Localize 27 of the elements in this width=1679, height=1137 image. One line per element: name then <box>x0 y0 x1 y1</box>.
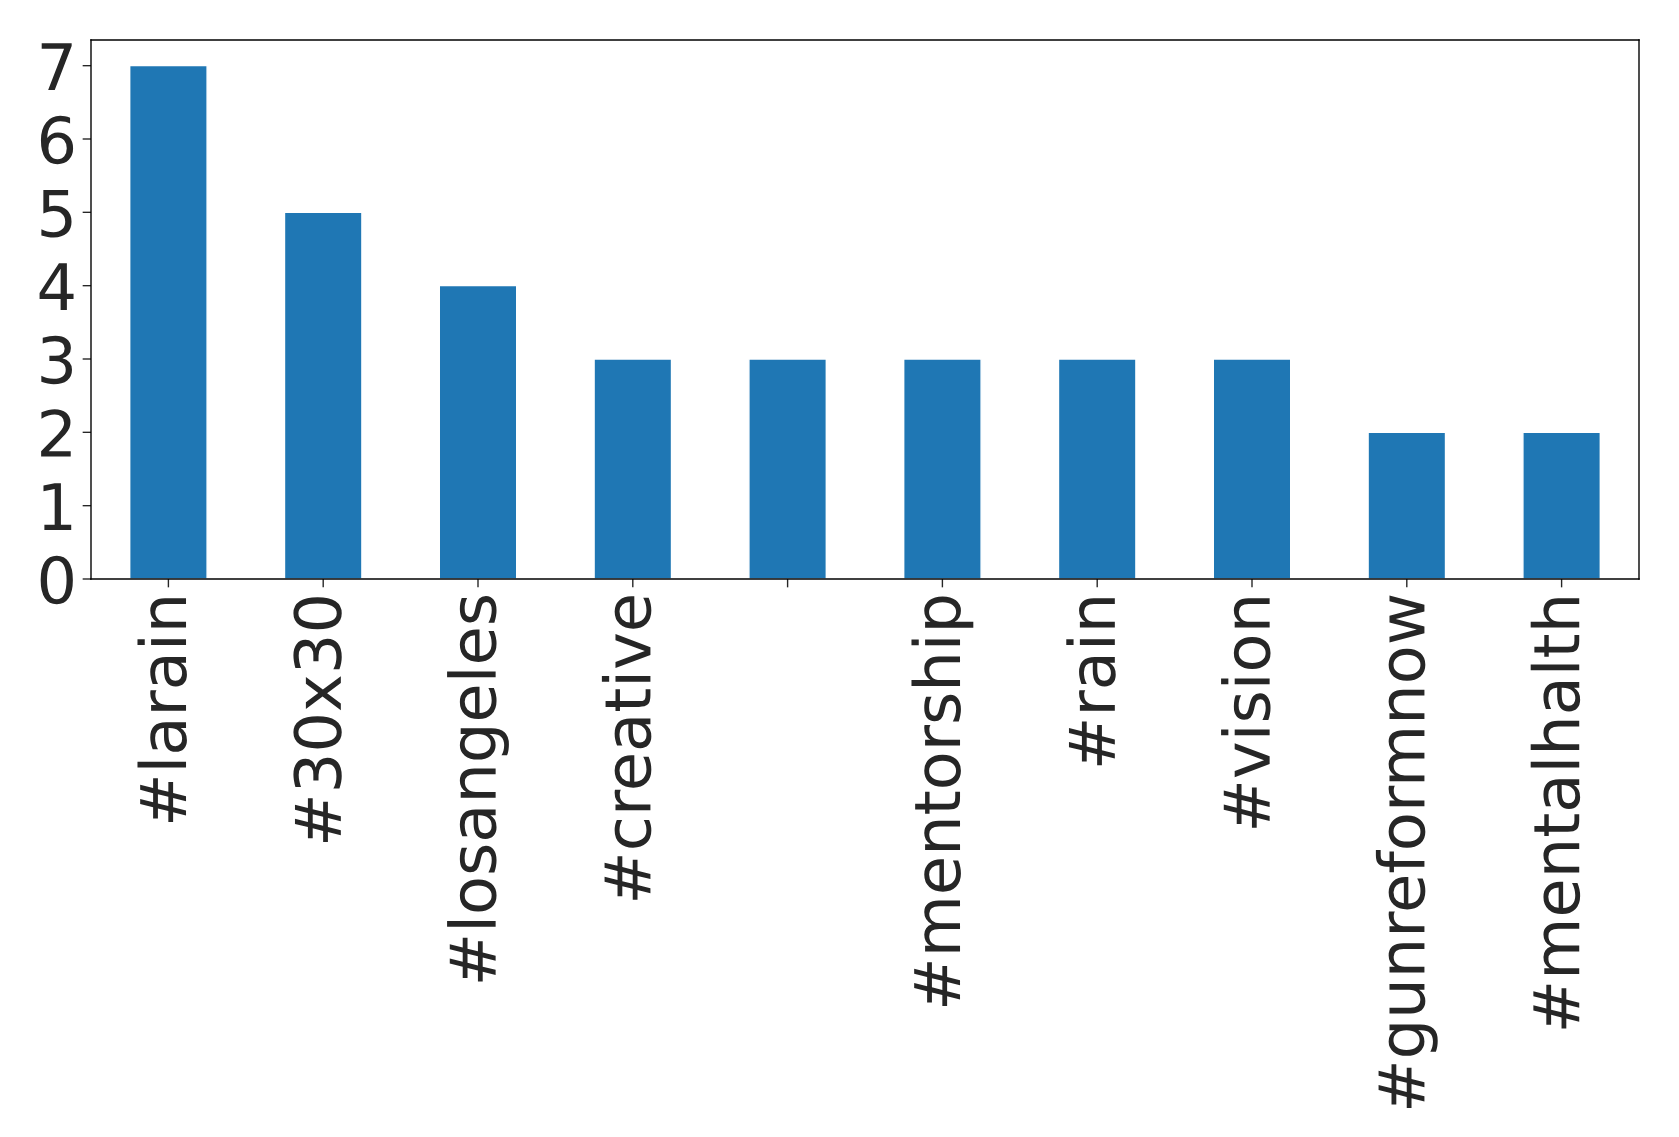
y-tick-label: 4 <box>39 263 74 310</box>
x-tick-label: #vision <box>1221 598 1271 828</box>
bar <box>1057 358 1137 579</box>
y-tick-label: 1 <box>43 483 72 530</box>
y-tick-label: 2 <box>41 409 71 457</box>
y-tick-label: 3 <box>41 335 72 385</box>
bar <box>129 64 208 579</box>
y-tick-label: 7 <box>41 43 72 90</box>
x-tick-label: #gunreformnow <box>1375 595 1438 1108</box>
y-tick-label: 6 <box>40 115 74 165</box>
bar <box>593 358 673 579</box>
bar <box>1522 431 1601 579</box>
x-tick-label: #larain <box>137 598 187 823</box>
x-tick-label: #mentalhalth <box>1530 598 1581 1029</box>
bar <box>1212 358 1292 579</box>
x-tick-label: #30x30 <box>293 597 342 842</box>
x-tick-label: #creative <box>601 596 652 900</box>
x-tick-label: #mentorship <box>911 596 974 1007</box>
y-tick-label: 5 <box>41 190 72 238</box>
bar <box>903 358 982 579</box>
bar <box>748 358 827 579</box>
y-tick-label: 0 <box>40 555 73 605</box>
bar <box>438 284 518 579</box>
x-tick-label: #losangeles <box>447 596 509 982</box>
x-tick-label: #rain <box>1066 598 1116 766</box>
bar <box>283 211 363 579</box>
bar <box>1367 431 1447 579</box>
